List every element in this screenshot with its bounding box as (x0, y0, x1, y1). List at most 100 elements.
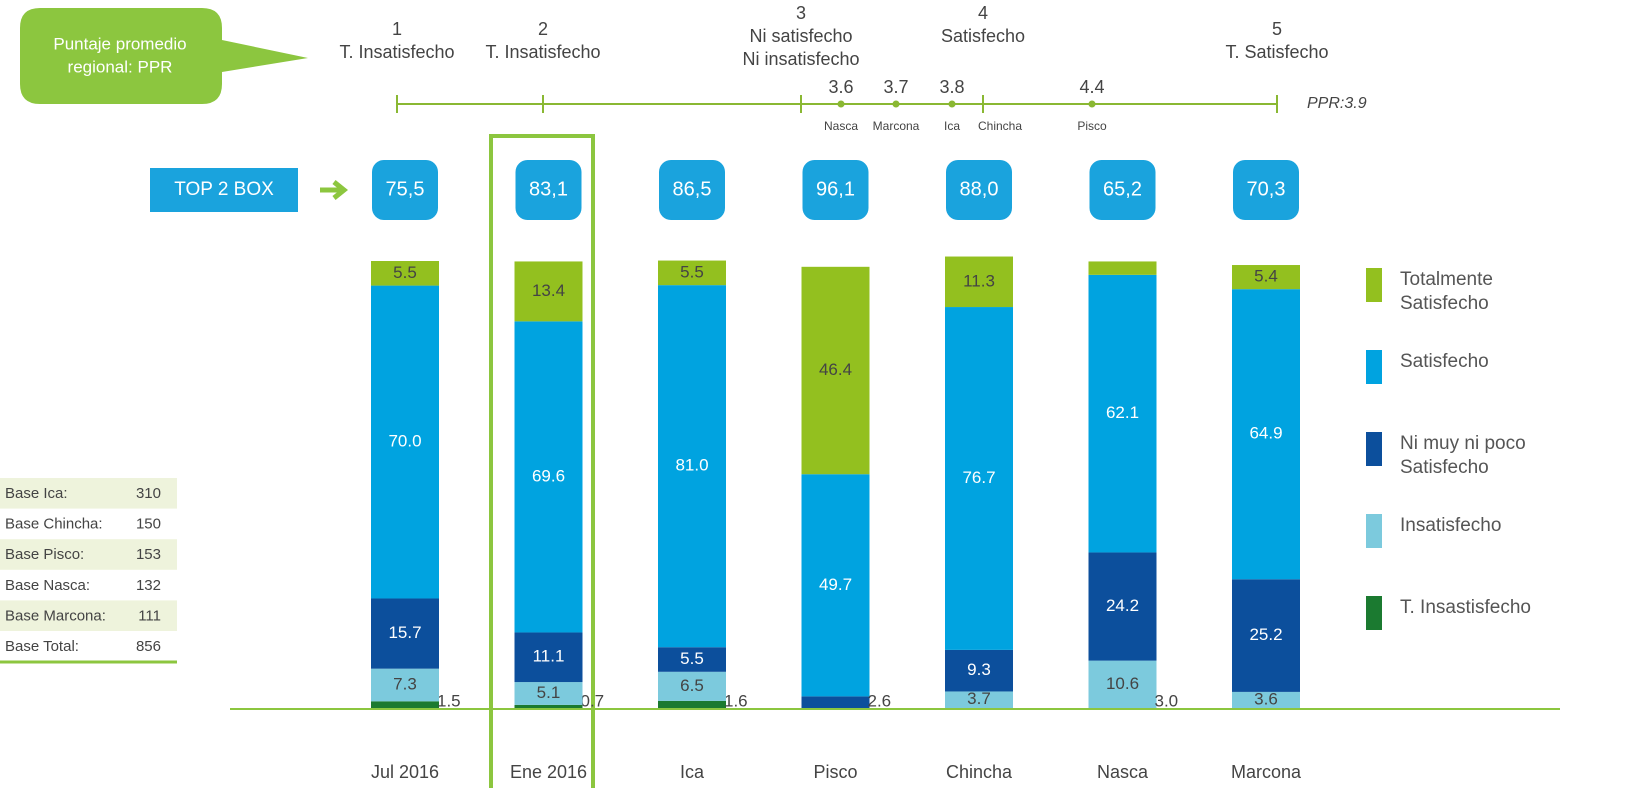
scale-point (837, 100, 845, 108)
top2box-badge (1233, 160, 1299, 220)
callout-text: Puntaje promedio (53, 34, 186, 53)
data-label: 64.9 (1249, 424, 1282, 443)
legend-swatch (1366, 432, 1382, 466)
data-label: 24.2 (1106, 596, 1139, 615)
top2box-badge (802, 160, 869, 220)
legend-item: Ni muy ni poco Satisfecho (1366, 432, 1541, 514)
highlight (489, 134, 595, 788)
table-label: Base Chincha: (5, 516, 103, 533)
scale-point (892, 100, 900, 108)
top2box-value: 88,0 (960, 178, 999, 200)
data-label: 76.7 (962, 468, 995, 487)
data-label: 11.3 (963, 271, 995, 290)
scale-point-name: Marcona (873, 119, 920, 133)
top2box-value: 83,1 (529, 178, 568, 200)
top2box-value: 86,5 (673, 178, 712, 200)
data-label: 15.7 (388, 623, 421, 642)
bar-segment (1232, 691, 1300, 708)
table-value: 150 (136, 516, 161, 533)
bar-segment (514, 321, 583, 633)
legend-label: Satisfecho (1400, 351, 1489, 372)
legend-label: Ni muy ni poco Satisfecho (1400, 433, 1526, 478)
data-label: 5.5 (393, 263, 417, 282)
bar-segment (658, 700, 726, 708)
arrow (320, 180, 349, 200)
legend-item: Satisfecho (1366, 350, 1541, 432)
data-label: 69.6 (532, 466, 565, 485)
bar-segment (1232, 579, 1300, 692)
top2box-badge (515, 160, 582, 220)
data-label: 25.2 (1249, 625, 1282, 644)
scale-level: 4 (978, 3, 988, 23)
bar-segment (1088, 261, 1157, 275)
bar-segment (945, 691, 1013, 708)
table-label: Base Nasca: (5, 577, 90, 594)
top2box-badge (659, 160, 725, 220)
scale-point-value: 3.8 (939, 77, 964, 97)
legend: Totalmente Satisfecho Satisfecho Ni muy ni… (1366, 268, 1541, 678)
data-label: 5.4 (1254, 267, 1278, 286)
table-value: 310 (136, 485, 161, 502)
data-label: 46.4 (819, 360, 852, 379)
data-label: 7.3 (393, 674, 417, 693)
data-label: 11.1 (533, 647, 565, 666)
top2box-value: 75,5 (386, 178, 425, 200)
x-tick-label: Jul 2016 (371, 762, 439, 782)
scale-level: 1 (392, 19, 402, 39)
bar-segment (1232, 289, 1300, 580)
scale-level-name: T. Insatisfecho (339, 42, 454, 62)
top2box-value: 96,1 (816, 178, 855, 200)
top2box-badge (946, 160, 1012, 220)
scale-point-name: Pisco (1077, 119, 1107, 133)
x-tick-label: Ica (680, 762, 705, 782)
table-row-bg (0, 539, 177, 570)
x-tick-label: Ene 2016 (510, 762, 587, 782)
ppr: PPR:3.9 (1307, 95, 1367, 112)
bar-segment (1088, 660, 1157, 708)
bar-segment (1232, 265, 1300, 290)
legend-item: T. Insastisfecho (1366, 596, 1541, 678)
x-tick-label: Nasca (1097, 762, 1149, 782)
table-row-bg (0, 600, 177, 631)
bar-segment (801, 266, 870, 475)
scale-level: 2 (538, 19, 548, 39)
bar-segment (1088, 274, 1157, 553)
table-row-bg (0, 478, 177, 509)
top2box-badge (372, 160, 438, 220)
legend-label: Insatisfecho (1400, 515, 1502, 536)
data-label: 70.0 (388, 432, 421, 451)
callout-text: regional: PPR (68, 57, 173, 76)
scale-point-value: 3.7 (883, 77, 908, 97)
bar-segment (658, 285, 726, 648)
bar-segment (371, 701, 439, 708)
table-value: 153 (136, 546, 161, 563)
bar-segment (514, 261, 583, 322)
data-label: 1.5 (437, 691, 461, 710)
data-label: 13.4 (532, 281, 565, 300)
scale-point-name: Ica (944, 119, 960, 133)
data-label: 3.6 (1254, 689, 1278, 708)
table-value: 111 (138, 607, 161, 624)
scale-level-name: Satisfecho (941, 26, 1025, 46)
legend-swatch (1366, 268, 1382, 302)
bar-segment (801, 696, 870, 708)
bar-segment (945, 649, 1013, 692)
data-label: 5.5 (680, 649, 704, 668)
data-label: 49.7 (819, 575, 852, 594)
data-label: 5.1 (537, 683, 561, 702)
data-label: 81.0 (675, 456, 708, 475)
data-label: 2.6 (868, 691, 892, 710)
top2box-label: TOP 2 BOX (174, 179, 274, 200)
scale-point (1088, 100, 1096, 108)
legend-label: T. Insastisfecho (1400, 597, 1531, 618)
legend-item: Totalmente Satisfecho (1366, 268, 1541, 350)
x-tick-label: Marcona (1231, 762, 1302, 782)
top2box-value: 65,2 (1103, 178, 1142, 200)
bar-segment (1088, 552, 1157, 661)
bar-segment (658, 260, 726, 286)
data-label: 9.3 (967, 660, 991, 679)
bar-segment (514, 704, 583, 708)
bar-segment (514, 682, 583, 705)
scale-level: 3 (796, 3, 806, 23)
